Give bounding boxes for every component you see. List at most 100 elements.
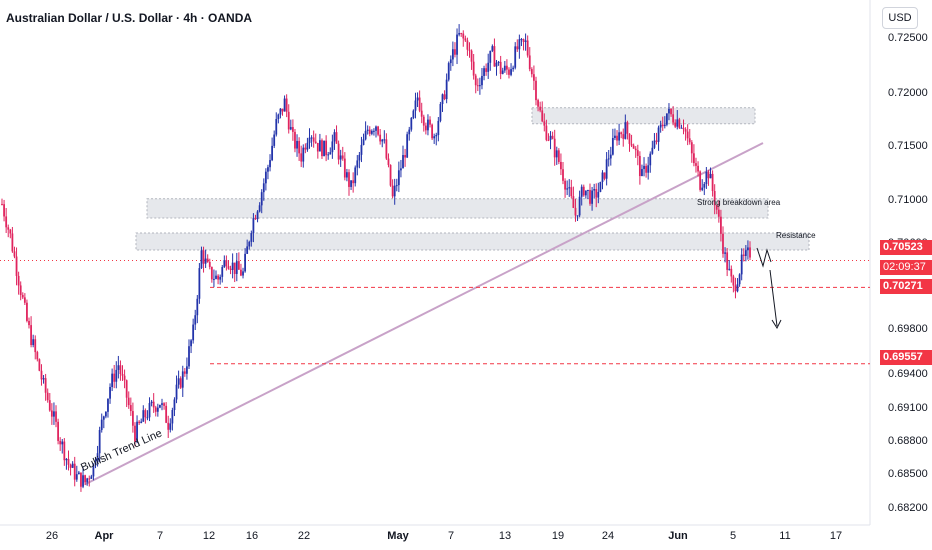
candle-body xyxy=(109,386,111,399)
candle-body xyxy=(663,124,666,127)
candle-body xyxy=(227,266,230,269)
candle-body xyxy=(582,186,585,196)
candle-body xyxy=(287,111,290,130)
candle-body xyxy=(277,114,280,120)
candle-body xyxy=(545,125,548,140)
candle-body xyxy=(433,136,436,139)
candle-body xyxy=(508,69,510,75)
candle-body xyxy=(533,74,535,81)
candle-body xyxy=(472,61,475,76)
candle-body xyxy=(294,131,296,149)
candle-body xyxy=(358,154,361,161)
candle-body xyxy=(188,346,190,367)
currency-selector[interactable]: USD xyxy=(882,7,918,29)
candle-body xyxy=(219,276,222,280)
candle-body xyxy=(223,260,226,268)
candle-body xyxy=(381,139,384,142)
candle-body xyxy=(61,441,64,445)
candle-body xyxy=(574,207,577,216)
candle-body xyxy=(252,218,255,234)
candle-body xyxy=(73,463,76,480)
candle-body xyxy=(254,218,257,220)
candle-body xyxy=(599,182,602,192)
candle-body xyxy=(468,49,471,51)
candle-body xyxy=(240,269,242,276)
candle-body xyxy=(206,258,209,263)
price-tick-label: 0.71500 xyxy=(888,140,928,152)
resistance-zone[interactable] xyxy=(135,232,810,251)
candle-body xyxy=(138,421,141,424)
candle-body xyxy=(11,233,14,252)
candle-body xyxy=(100,419,103,431)
candle-body xyxy=(580,186,583,197)
candle-body xyxy=(418,97,421,111)
candle-body xyxy=(549,135,552,140)
candle-body xyxy=(244,253,246,272)
candle-body xyxy=(55,411,57,422)
candle-body xyxy=(88,478,91,480)
candle-body xyxy=(310,137,313,139)
time-tick-label: Apr xyxy=(94,530,114,542)
candle-body xyxy=(200,250,203,269)
candle-body xyxy=(539,106,542,111)
candle-body xyxy=(624,122,627,139)
candle-body xyxy=(210,266,213,280)
candle-body xyxy=(451,49,454,60)
candle-body xyxy=(154,407,157,412)
candle-body xyxy=(242,271,244,276)
candle-body xyxy=(744,250,747,256)
candle-body xyxy=(169,423,172,430)
candle-body xyxy=(167,422,170,430)
candle-body xyxy=(273,134,276,146)
time-tick-label: 11 xyxy=(779,530,791,542)
candle-body xyxy=(485,68,488,72)
time-tick-label: 19 xyxy=(551,530,565,542)
candle-body xyxy=(192,324,195,341)
candle-body xyxy=(397,170,400,186)
candle-body xyxy=(63,441,66,461)
candle-body xyxy=(643,165,645,170)
candle-body xyxy=(256,211,259,220)
candle-body xyxy=(370,130,373,134)
candle-body xyxy=(649,153,652,166)
candle-body xyxy=(628,133,631,144)
candle-body xyxy=(489,50,492,63)
candle-body xyxy=(298,140,301,154)
candle-body xyxy=(493,46,496,67)
candle-body xyxy=(740,254,743,275)
candle-body xyxy=(429,119,431,125)
candle-body xyxy=(356,160,359,168)
time-tick-label: 12 xyxy=(202,530,216,542)
candle-body xyxy=(366,129,369,131)
candle-body xyxy=(107,398,109,412)
candle-body xyxy=(171,410,174,424)
candle-body xyxy=(346,172,348,178)
candle-body xyxy=(474,75,477,86)
candle-body xyxy=(115,369,118,382)
candle-body xyxy=(686,131,689,139)
candle-body xyxy=(150,401,153,404)
time-tick-label: 13 xyxy=(498,530,512,542)
bullish-trend-line[interactable] xyxy=(84,142,764,486)
price-tick-label: 0.72500 xyxy=(888,32,928,44)
candle-body xyxy=(678,119,681,128)
candle-body xyxy=(144,410,147,418)
candle-body xyxy=(483,68,485,76)
candle-body xyxy=(676,119,679,127)
chart-title: Australian Dollar / U.S. Dollar · 4h · O… xyxy=(6,11,253,25)
candle-body xyxy=(46,392,49,401)
candle-body xyxy=(350,180,352,187)
candle-body xyxy=(59,440,62,445)
time-tick-label: 17 xyxy=(829,530,843,542)
strong-breakdown-zone[interactable] xyxy=(146,198,769,219)
candle-body xyxy=(522,39,525,42)
candle-body xyxy=(732,276,735,286)
candle-body xyxy=(391,185,394,197)
supply-zone-top[interactable] xyxy=(531,107,756,125)
candle-body xyxy=(96,453,99,463)
candle-body xyxy=(375,126,377,131)
candle-body xyxy=(491,46,494,51)
candle-body xyxy=(487,62,490,72)
candle-body xyxy=(672,114,675,123)
